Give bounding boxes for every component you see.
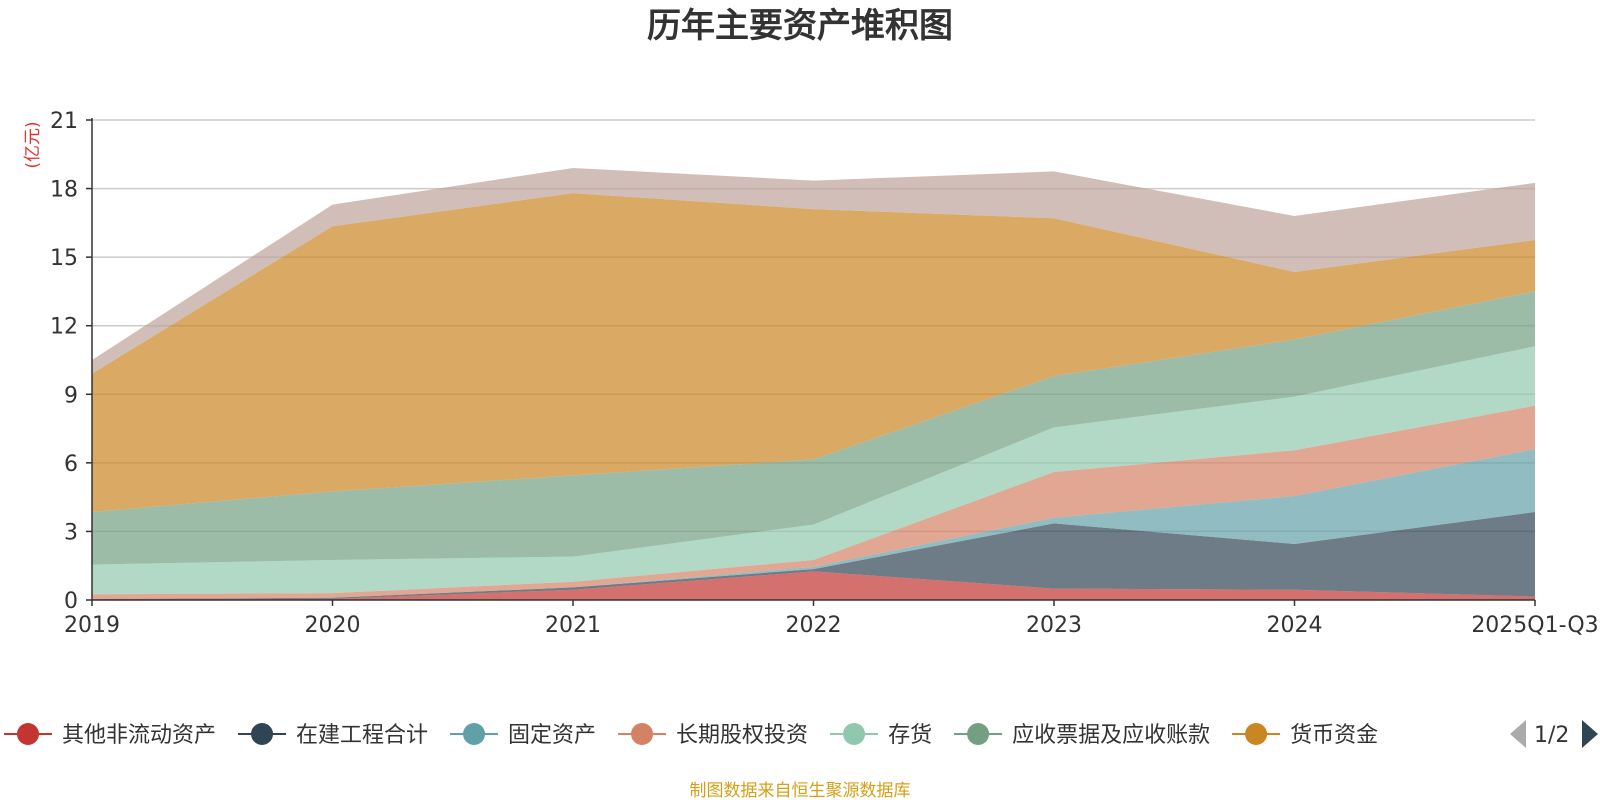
legend-label: 固定资产	[508, 723, 596, 748]
legend-item-6[interactable]: 货币资金	[1232, 723, 1378, 748]
y-tick-label: 12	[50, 315, 78, 340]
x-tick-label: 2019	[64, 613, 120, 638]
legend-item-0[interactable]: 其他非流动资产	[4, 723, 216, 748]
legend-marker-icon	[631, 723, 654, 745]
legend-marker-icon	[463, 723, 486, 745]
legend-marker-icon	[17, 723, 39, 745]
area-series-7[interactable]	[92, 168, 1535, 374]
legend-item-1[interactable]: 在建工程合计	[238, 723, 428, 748]
legend-marker-icon	[843, 723, 866, 745]
area-series-6[interactable]	[92, 193, 1535, 512]
area-series-0[interactable]	[92, 571, 1535, 600]
y-tick-label: 21	[50, 109, 78, 134]
legend-next-page-icon[interactable]	[1582, 720, 1598, 748]
legend-label: 其他非流动资产	[62, 723, 216, 748]
legend-item-2[interactable]: 固定资产	[450, 723, 596, 748]
chart-title: 历年主要资产堆积图	[647, 6, 953, 46]
legend-label: 货币资金	[1290, 723, 1378, 748]
legend-marker-icon	[967, 723, 990, 745]
y-tick-label: 6	[64, 452, 78, 477]
legend-item-3[interactable]: 长期股权投资	[618, 723, 808, 748]
legend-item-4[interactable]: 存货	[830, 723, 932, 748]
y-tick-label: 9	[64, 383, 78, 408]
area-series-3[interactable]	[92, 405, 1535, 599]
y-axis-unit-label: (亿元)	[23, 121, 43, 168]
legend-prev-page-icon[interactable]	[1510, 720, 1526, 748]
y-tick-label: 0	[64, 589, 78, 614]
x-tick-label: 2025Q1-Q3	[1471, 613, 1598, 638]
legend-page-indicator: 1/2	[1534, 723, 1569, 748]
x-tick-label: 2021	[545, 613, 601, 638]
y-tick-label: 15	[50, 246, 78, 271]
data-source-note: 制图数据来自恒生聚源数据库	[690, 781, 911, 800]
x-tick-label: 2022	[786, 613, 842, 638]
area-series-4[interactable]	[92, 346, 1535, 595]
legend: 其他非流动资产 在建工程合计 固定资产 长期股权投资 存货 应收票据及应收账款 货币资金 1/…	[4, 720, 1598, 748]
area-series-5[interactable]	[92, 291, 1535, 565]
legend-label: 存货	[888, 723, 932, 748]
area-series-2[interactable]	[92, 449, 1535, 599]
x-tick-label: 2020	[305, 613, 361, 638]
axes: 0 3 6 9 12 15 18 21 2019 2020 2021 2022 2023 2024 2025…	[50, 109, 1599, 638]
legend-label: 长期股权投资	[676, 723, 808, 748]
legend-label: 在建工程合计	[296, 723, 428, 748]
area-series-group	[92, 168, 1535, 600]
legend-label: 应收票据及应收账款	[1012, 723, 1210, 748]
legend-item-5[interactable]: 应收票据及应收账款	[954, 723, 1210, 748]
y-tick-label: 3	[64, 520, 78, 545]
legend-marker-icon	[1245, 723, 1268, 745]
x-tick-label: 2023	[1026, 613, 1082, 638]
y-tick-label: 18	[50, 178, 78, 203]
legend-marker-icon	[251, 723, 274, 745]
x-tick-label: 2024	[1267, 613, 1323, 638]
